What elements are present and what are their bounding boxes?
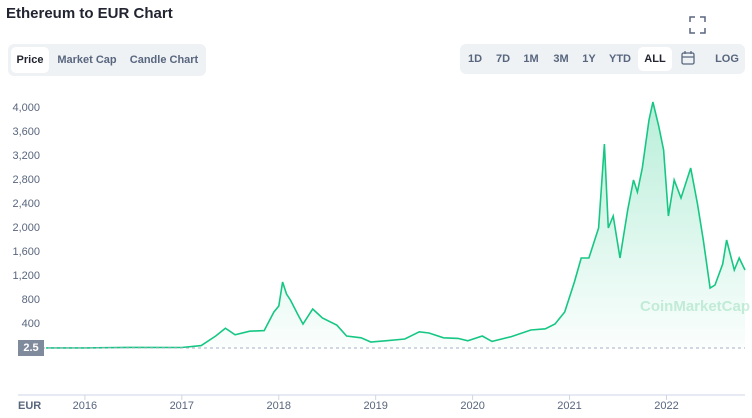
range-button[interactable]: 3M	[553, 53, 568, 65]
y-tick-label: 400	[22, 318, 40, 330]
x-tick-label: 2022	[654, 400, 678, 412]
log-button[interactable]: LOG	[715, 53, 739, 65]
calendar-icon[interactable]	[681, 51, 695, 65]
range-button[interactable]: 1D	[468, 53, 482, 65]
y-tick-label: 4,000	[12, 102, 40, 114]
y-tick-label: 1,200	[12, 270, 40, 282]
y-tick-label: 1,600	[12, 246, 40, 258]
chart-title: Ethereum to EUR Chart	[6, 5, 173, 22]
x-tick-label: 2020	[460, 400, 484, 412]
x-tick-label: 2019	[363, 400, 387, 412]
range-button[interactable]: 1M	[523, 53, 538, 65]
y-tick-label: 3,200	[12, 150, 40, 162]
tab-group	[8, 44, 206, 76]
y-tick-label: 800	[22, 294, 40, 306]
price-area	[46, 102, 746, 348]
y-tick-label: 2,000	[12, 222, 40, 234]
range-group	[460, 44, 745, 74]
current-price-badge	[18, 340, 44, 356]
price-line	[46, 101, 746, 349]
tab[interactable]: Market Cap	[57, 54, 117, 66]
current-price-label: 2.5	[23, 342, 38, 354]
tab[interactable]: Candle Chart	[130, 54, 199, 66]
fullscreen-icon[interactable]	[689, 16, 706, 34]
active-tab	[11, 47, 49, 73]
x-tick-label: 2021	[557, 400, 581, 412]
range-button[interactable]: YTD	[609, 53, 631, 65]
range-button[interactable]: 7D	[496, 53, 510, 65]
y-tick-label: 2,400	[12, 198, 40, 210]
x-tick-label: 2017	[170, 400, 194, 412]
x-tick-label: 2016	[73, 400, 97, 412]
range-button[interactable]: ALL	[644, 53, 666, 65]
active-range	[638, 47, 672, 71]
x-tick-label: 2018	[267, 400, 291, 412]
y-tick-label: 3,600	[12, 126, 40, 138]
range-button[interactable]: 1Y	[582, 53, 596, 65]
tab[interactable]: Price	[17, 54, 44, 66]
y-tick-label: 2,800	[12, 174, 40, 186]
currency-label: EUR	[18, 400, 41, 412]
